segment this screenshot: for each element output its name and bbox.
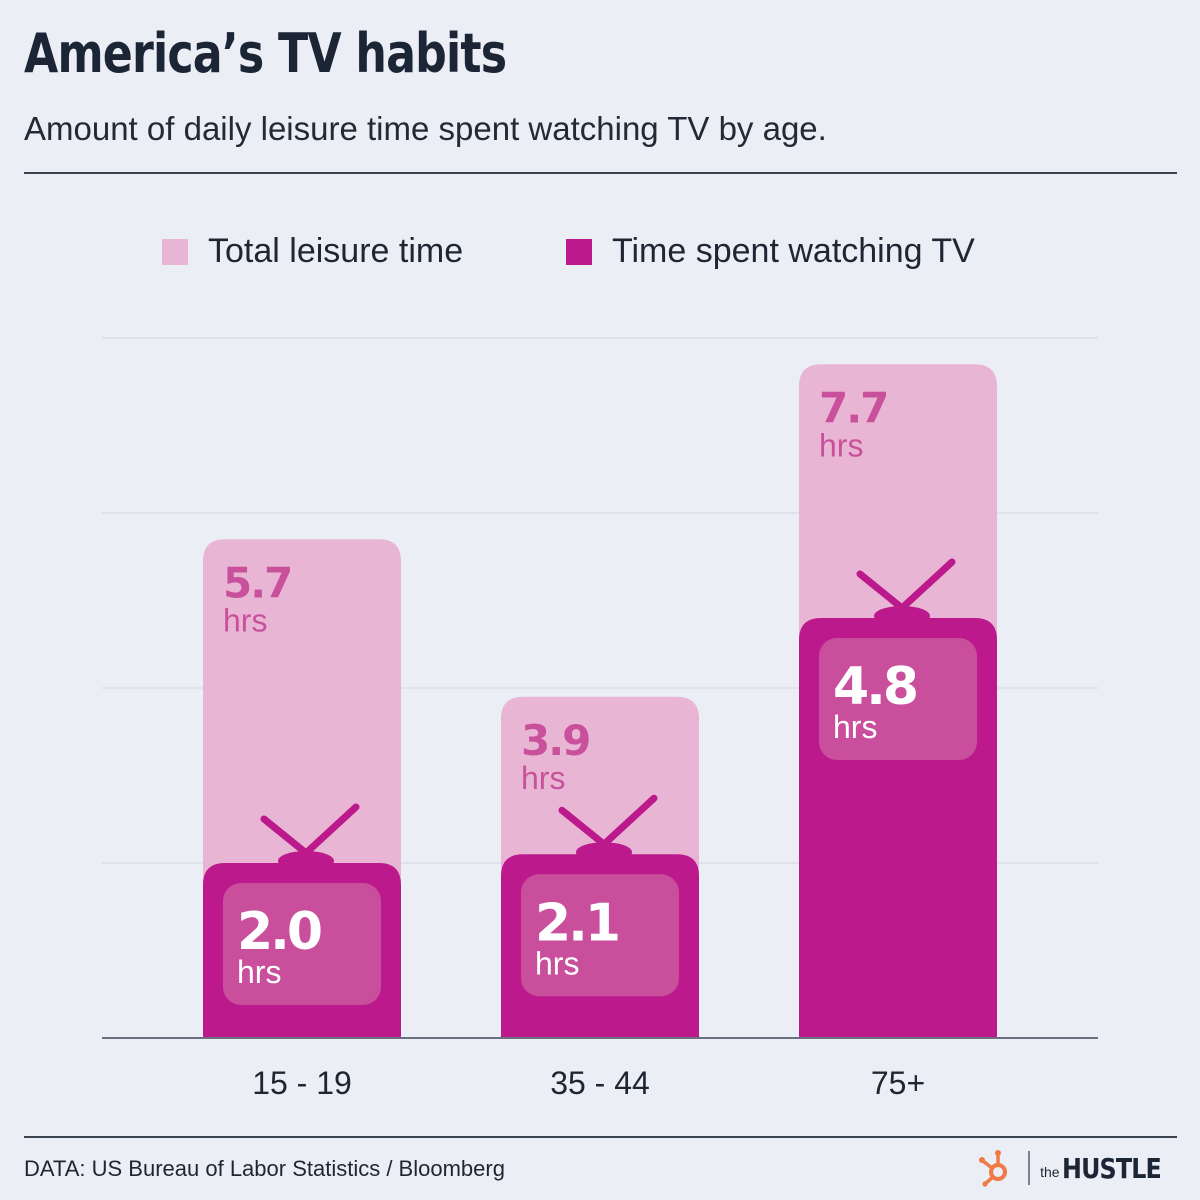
legend-item-total: Total leisure time [162,232,463,271]
legend-item-tv: Time spent watching TV [566,232,975,271]
chart-title: America’s TV habits [24,22,507,85]
antenna-left [558,806,608,848]
unit-label-tv: hrs [833,709,877,745]
tv-screen [223,883,381,1005]
unit-label-tv: hrs [237,954,281,990]
unit-label-tv: hrs [535,945,579,981]
bottom-divider [24,1136,1177,1138]
tv-screen [819,638,977,760]
x-tick-label: 35 - 44 [550,1065,650,1101]
tv-screen [521,874,679,997]
antenna-right [600,794,658,848]
antenna-left [856,570,906,612]
antenna-right [898,558,956,612]
value-label-total: 7.7 [819,383,887,432]
legend-swatch-tv [566,238,592,265]
legend-label-total: Total leisure time [208,232,464,270]
legend-label-tv: Time spent watching TV [612,232,975,270]
unit-label-total: hrs [521,760,565,796]
source-note: DATA: US Bureau of Labor Statistics / Bl… [24,1156,505,1181]
value-label-tv: 2.1 [535,893,618,953]
legend-swatch-total [162,238,188,265]
sprocket-icon [979,1150,1008,1187]
chart-subtitle: Amount of daily leisure time spent watch… [24,110,827,147]
unit-label-total: hrs [223,602,267,638]
x-tick-label: 15 - 19 [252,1065,352,1101]
top-divider [24,172,1177,174]
value-label-tv: 2.0 [237,902,321,962]
legend: Total leisure time Time spent watching T… [0,232,1200,276]
antenna-left [260,815,310,857]
brand-the: the [1040,1164,1060,1180]
value-label-total: 5.7 [223,558,291,607]
x-tick-label: 75+ [871,1065,925,1101]
brand-logo: the HUSTLE [976,1148,1178,1188]
antenna-right [302,803,360,857]
value-label-tv: 4.8 [833,657,916,717]
brand-divider [1028,1151,1031,1185]
unit-label-total: hrs [819,427,863,463]
value-label-total: 3.9 [521,716,589,765]
brand-hustle: HUSTLE [1061,1151,1162,1185]
